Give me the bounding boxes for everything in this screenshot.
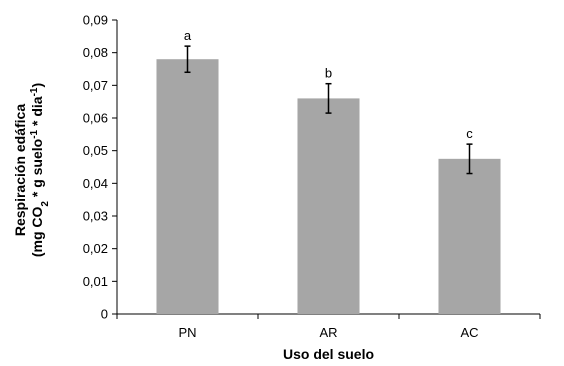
x-tick-label: AR (319, 325, 337, 340)
y-axis-title-line2: (mg CO2 * g suelo-1 * dia-1) (29, 83, 51, 257)
y-tick-label: 0 (101, 307, 108, 322)
y-tick-label: 0,04 (83, 176, 108, 191)
x-tick-label: PN (178, 325, 196, 340)
bars (156, 59, 501, 315)
y-title-suffix: ) (29, 83, 45, 88)
bar-ac (438, 158, 501, 314)
y-tick-label: 0,09 (83, 13, 108, 28)
y-title-sup2: -1 (29, 87, 40, 96)
y-axis-title: Respiración edáfica (mg CO2 * g suelo-1 … (12, 83, 51, 257)
significance-labels: a b c (184, 28, 473, 141)
y-axis: 0 0,01 0,02 0,03 0,04 0,05 0,06 0,07 0,08 0,09 (83, 13, 118, 322)
y-tick-label: 0,05 (83, 143, 108, 158)
y-tick-label: 0,03 (83, 209, 108, 224)
y-tick-label: 0,01 (83, 274, 108, 289)
y-tick-label: 0,08 (83, 45, 108, 60)
bar-pn (156, 59, 219, 315)
significance-label: c (466, 126, 473, 141)
y-title-mid1: * g suelo (29, 139, 45, 201)
bar-ar (297, 98, 360, 315)
significance-label: a (184, 28, 192, 43)
x-tick-label: AC (460, 325, 478, 340)
error-bars (184, 45, 473, 175)
y-title-sup1: -1 (29, 129, 40, 138)
y-tick-label: 0,07 (83, 78, 108, 93)
y-title-sub: 2 (40, 201, 51, 207)
y-title-prefix: (mg CO (29, 206, 45, 257)
y-tick-label: 0,02 (83, 241, 108, 256)
x-axis-title: Uso del suelo (283, 346, 374, 362)
y-title-mid2: * dia (29, 96, 45, 130)
x-axis: PN AR AC (116, 313, 541, 340)
y-axis-title-line1: Respiración edáfica (12, 104, 28, 236)
y-tick-label: 0,06 (83, 111, 108, 126)
significance-label: b (325, 66, 332, 81)
